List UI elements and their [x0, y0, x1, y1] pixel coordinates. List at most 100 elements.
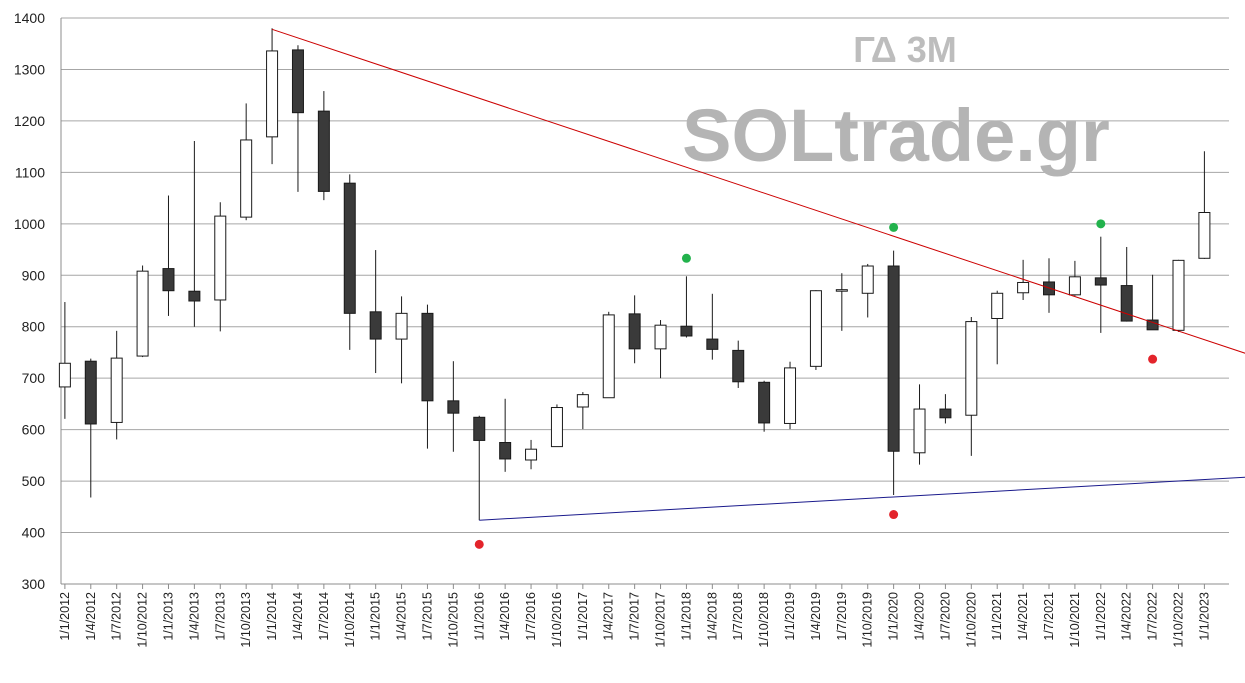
x-tick-label: 1/1/2023	[1197, 592, 1211, 641]
candle-body	[473, 416, 486, 441]
candle-body	[628, 313, 641, 350]
candle	[499, 398, 512, 472]
candle	[706, 293, 719, 360]
candle	[525, 439, 538, 470]
candle-body	[343, 182, 356, 314]
x-tick-label: 1/7/2021	[1042, 592, 1056, 641]
candle	[809, 290, 822, 370]
x-tick-label: 1/10/2016	[550, 592, 564, 648]
signal-marker	[1148, 354, 1158, 364]
candle-body	[602, 314, 615, 399]
candle	[991, 290, 1004, 365]
y-tick-label: 600	[22, 422, 46, 438]
candle	[1146, 274, 1159, 331]
candle-body	[136, 270, 149, 357]
candle-body	[188, 290, 201, 302]
candle	[291, 45, 304, 192]
candle	[473, 415, 486, 521]
candle-body	[421, 312, 434, 402]
x-tick-label: 1/4/2015	[395, 592, 409, 641]
x-tick-label: 1/7/2022	[1146, 592, 1160, 641]
x-tick-label: 1/7/2012	[110, 592, 124, 641]
x-tick-label: 1/4/2014	[291, 592, 305, 641]
candle	[965, 316, 978, 456]
x-tick-label: 1/1/2016	[472, 592, 486, 641]
x-tick-label: 1/1/2015	[369, 592, 383, 641]
x-tick-label: 1/4/2022	[1120, 592, 1134, 641]
candle	[1120, 246, 1133, 322]
x-tick-label: 1/10/2020	[964, 592, 978, 648]
signal-markers	[474, 219, 1158, 549]
candle-body	[550, 407, 563, 448]
candle-body	[680, 325, 693, 337]
x-tick-label: 1/7/2020	[938, 592, 952, 641]
x-tick-label: 1/7/2013	[213, 592, 227, 641]
candle-body	[110, 357, 123, 423]
candle-body	[706, 338, 719, 350]
candle	[343, 174, 356, 350]
x-tick-label: 1/1/2022	[1094, 592, 1108, 641]
candle	[162, 195, 175, 316]
x-tick-label: 1/7/2016	[524, 592, 538, 641]
candle	[1043, 258, 1056, 313]
y-tick-label: 900	[22, 267, 46, 283]
signal-marker	[889, 510, 899, 520]
y-tick-label: 400	[22, 525, 46, 541]
x-tick-label: 1/7/2017	[628, 592, 642, 641]
candle	[1017, 259, 1030, 300]
candle-body	[887, 265, 900, 452]
y-tick-label: 700	[22, 370, 46, 386]
y-tick-label: 1000	[14, 216, 45, 232]
candle	[628, 295, 641, 364]
candle-body	[1172, 259, 1185, 331]
candle-body	[395, 312, 408, 340]
y-tick-label: 800	[22, 319, 46, 335]
candle-body	[1198, 211, 1211, 259]
x-tick-label: 1/1/2012	[58, 592, 72, 641]
candle	[266, 28, 279, 165]
candle-body	[861, 265, 874, 294]
x-tick-label: 1/10/2017	[654, 592, 668, 648]
y-tick-label: 1100	[15, 164, 45, 180]
watermark-text: SOLtrade.gr	[682, 94, 1110, 177]
candle	[887, 250, 900, 495]
y-tick-label: 1400	[14, 10, 45, 26]
candle-body	[758, 381, 771, 424]
x-tick-label: 1/1/2014	[265, 592, 279, 641]
candle-body	[162, 268, 175, 292]
y-tick-label: 1200	[14, 113, 45, 129]
candles	[58, 28, 1211, 521]
candle	[732, 340, 745, 388]
candle	[188, 140, 201, 327]
candle-body	[317, 110, 330, 192]
x-axis-ticks: 1/1/2012 1/4/2012 1/7/2012 1/10/2012 1/1/201…	[58, 584, 1211, 648]
candle-body	[240, 139, 253, 218]
x-tick-label: 1/10/2014	[343, 592, 357, 648]
candle-body	[1094, 277, 1107, 286]
candle	[835, 273, 848, 331]
candle	[939, 394, 952, 424]
candle-body	[447, 400, 460, 414]
candle-body	[809, 290, 822, 367]
trendline	[271, 28, 1245, 354]
candle	[395, 296, 408, 384]
x-tick-label: 1/4/2013	[187, 592, 201, 641]
candle	[913, 384, 926, 465]
candle-body	[58, 362, 71, 388]
x-tick-label: 1/4/2018	[705, 592, 719, 641]
x-tick-label: 1/4/2020	[913, 592, 927, 641]
x-tick-label: 1/1/2017	[576, 592, 590, 641]
x-tick-label: 1/1/2013	[161, 592, 175, 641]
candle-body	[1146, 319, 1159, 331]
candle-body	[214, 215, 227, 301]
candle-body	[913, 408, 926, 454]
x-tick-label: 1/1/2021	[990, 592, 1004, 641]
candle	[84, 358, 97, 498]
candle-body	[84, 360, 97, 425]
x-tick-label: 1/1/2019	[783, 592, 797, 641]
trendlines	[271, 28, 1245, 521]
signal-marker	[1096, 219, 1106, 229]
x-tick-label: 1/4/2016	[498, 592, 512, 641]
candle	[240, 103, 253, 221]
candle	[110, 330, 123, 440]
